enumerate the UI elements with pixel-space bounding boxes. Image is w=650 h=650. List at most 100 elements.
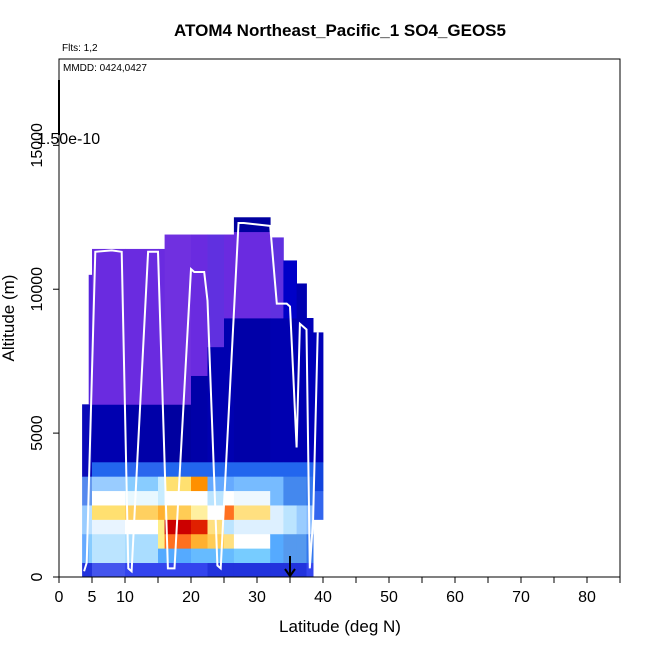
heatmap-cell [92,476,126,492]
flights-annotation: Flts: 1,2 [62,43,98,54]
heatmap-cell [158,461,165,477]
heatmap-cell [233,476,271,492]
x-axis-label: Latitude (deg N) [279,617,401,636]
heatmap-cell [191,490,208,506]
heatmap-cell [270,318,284,463]
heatmap-cell [82,476,90,506]
heatmap-cell [283,533,297,564]
heatmap-cell [92,533,126,564]
heatmap-cell [158,548,165,564]
heatmap-cell [191,375,208,463]
heatmap-cell [88,533,93,564]
heatmap-cell [207,461,225,477]
heatmap-cell [296,461,307,477]
y-tick-label: 15000 [29,123,46,168]
heatmap-cell [270,476,284,506]
heatmap-cell [233,490,271,506]
heatmap-cell [88,505,93,535]
x-tick-label: 30 [248,589,266,606]
heatmap-cell [92,404,126,463]
latitude-marker-arrowhead [284,568,296,578]
heatmap-cell [125,490,159,506]
x-tick-label: 60 [446,589,464,606]
heatmap-cell [224,519,235,535]
y-tick-label: 0 [29,572,46,581]
heatmap-cell [125,404,159,463]
heatmap-cell [306,318,314,463]
x-axis: 0 5 10 20 30 40 50 60 70 80 [55,577,621,606]
x-tick-label: 40 [314,589,332,606]
heatmap-cell [270,461,284,477]
heatmap-cell [158,248,165,405]
heatmap-cell [164,548,192,564]
heatmap-cell [92,461,126,477]
heatmap-cell [82,562,90,578]
heatmap-cell [92,519,126,535]
heatmap-cell [224,562,235,578]
heatmap-cell [270,505,284,535]
heatmap-cell [224,490,235,506]
heatmap-cell [164,461,192,477]
heatmap-cell [164,519,192,535]
colorscale-label: 1.50e-10 [37,131,100,148]
heatmap-cell [125,461,159,477]
heatmap-cell [224,461,235,477]
heatmap-cell [158,404,165,463]
heatmap-cell [270,533,284,564]
heatmap-cell [164,533,192,549]
flight-track [83,222,319,574]
heatmap-cell [313,490,324,520]
x-tick-label: 10 [116,589,134,606]
heatmap-cell [191,548,208,564]
x-tick-label: 5 [88,589,97,606]
heatmap-cell [306,461,314,477]
heatmap-cell [233,505,271,520]
heatmap-cell [296,505,307,535]
heatmap-cell [207,234,225,348]
x-tick-label: 0 [55,589,64,606]
heatmap-cell [191,505,208,520]
heatmap-cell [88,562,93,578]
heatmap-cell [164,562,192,578]
heatmap-cell [82,404,90,477]
heatmap-cell [88,476,93,506]
heatmap-cell [158,505,165,520]
x-tick-label: 70 [512,589,530,606]
heatmap-cell [233,519,271,535]
chart-title: ATOM4 Northeast_Pacific_1 SO4_GEOS5 [174,21,506,40]
heatmap-cell [207,490,225,506]
heatmap-cell [224,505,235,520]
heatmap-cell [191,562,208,578]
heatmap-cell [224,548,235,564]
heatmap-cell [233,461,271,477]
heatmap-cell [191,533,208,549]
y-axis: 0 5000 10000 15000 [29,123,59,581]
heatmap-cell [313,461,324,492]
heatmap-cell [224,234,235,319]
heatmap-cell [125,533,159,564]
y-tick-label: 10000 [29,267,46,312]
heatmap-cell [164,404,192,463]
heatmap-cell [233,562,271,578]
heatmap-cell [233,548,271,564]
heatmap-cell [233,533,271,549]
heatmap-cell [164,234,192,405]
heatmap-cell [164,476,192,492]
heatmap-cell [191,519,208,535]
heatmap-cell [296,283,307,463]
heatmap-cell [92,562,126,578]
heatmap-cell [306,562,314,578]
heatmap-cell [313,332,324,463]
dates-annotation: MMDD: 0424,0427 [63,63,147,74]
y-axis-label: Altitude (m) [0,275,18,362]
heatmap-cell [296,533,307,564]
heatmap-cell [224,533,235,549]
heatmap-cell [283,505,297,535]
y-tick-label: 5000 [29,415,46,451]
heatmap-cell [92,248,126,405]
heatmap-cell [92,505,126,520]
heatmap-cell [125,505,159,520]
heatmap-cell [191,234,208,376]
heatmap-cell [283,461,297,477]
